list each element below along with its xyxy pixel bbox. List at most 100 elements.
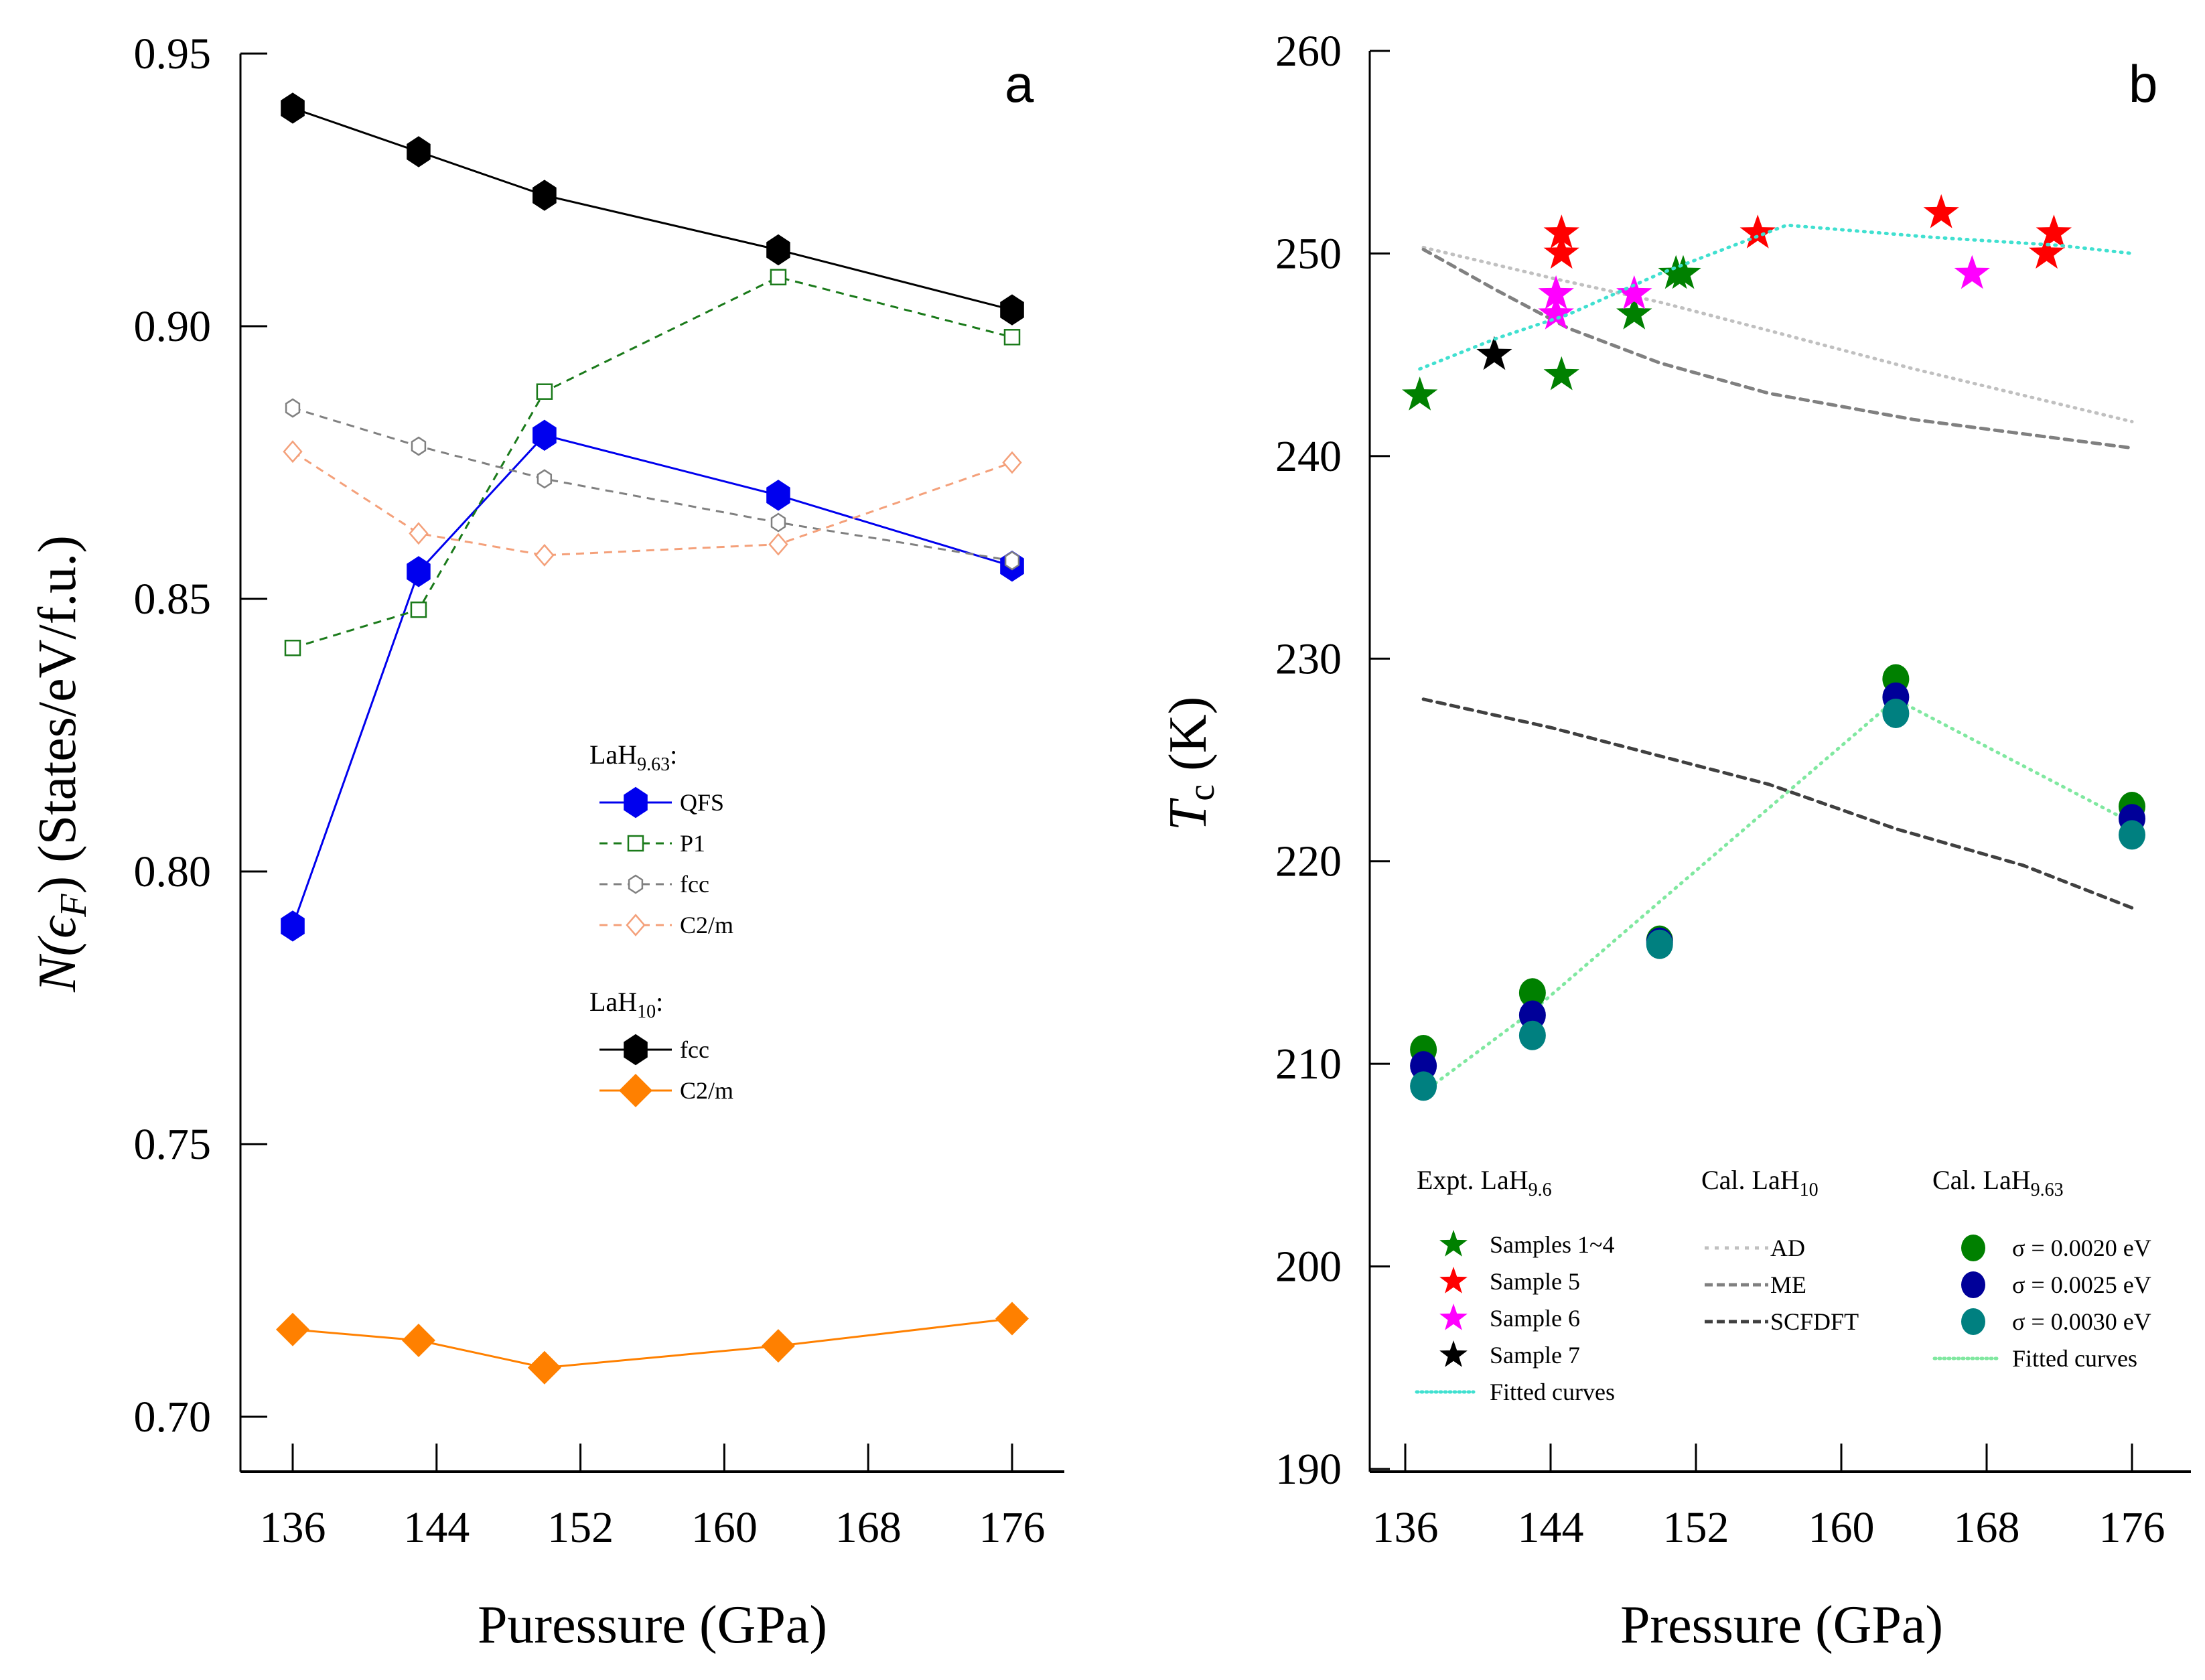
panel-b-expt-point-sample-5 (1543, 214, 1579, 249)
legend-heading-sub: 9.63 (637, 754, 670, 775)
panel-a-x-tick-label: 160 (691, 1503, 758, 1552)
panel-b-legend-item-expt-fitted-curves: Fitted curves (1415, 1379, 1615, 1405)
panel-b-expt-point-sample-6 (1538, 275, 1574, 309)
panel-a-lah9-63-qfs-point (532, 419, 557, 451)
panel-b-cal-point-0-0025-ev (1518, 1000, 1546, 1030)
panel-b-expt-point-sample-6 (1538, 295, 1574, 330)
panel-a-lah10-c2-m-point (401, 1324, 435, 1358)
panel-a-lah10-c2-m-point (276, 1312, 309, 1346)
panel-b-x-tick-label: 144 (1518, 1503, 1584, 1552)
panel-a-lah9-63-qfs-point (407, 556, 431, 587)
panel-b-expt-fitted-curve (1418, 223, 2134, 371)
panel-b-legend-item-cal-fitted-curves: Fitted curves (1932, 1345, 2137, 1372)
panel-b-x-ticks: 136 144 152 160 168 176 (1372, 1444, 2165, 1552)
panel-a-series-markers (276, 92, 1029, 1385)
panel-b-y-tick-label: 260 (1275, 27, 1342, 76)
panel-b-x-axis-title: Pressure (GPa) (1620, 1596, 1943, 1655)
panel-a-lah10-fcc-point (281, 92, 305, 124)
panel-a-legend-item-lah9-63-p1: P1 (599, 830, 705, 857)
panel-b-legend-heading-3: Cal. LaH9.63 (1932, 1165, 2064, 1200)
panel-a-lah9-63-fcc-point (285, 398, 301, 418)
legend-marker-swatch (626, 914, 646, 936)
panel-a-lah10-c2-m-point (995, 1302, 1029, 1336)
panel-b-y-axis-title-rest: (K) (1159, 697, 1218, 784)
panel-b-lah10-ad-curve (1421, 245, 2134, 423)
panel-a-y-tick-label: 0.90 (134, 302, 212, 351)
panel-b-cal-point-0-0030-ev (1518, 1020, 1546, 1050)
panel-b-letter: b (2129, 54, 2157, 113)
panel-a-legend-item-lah10-fcc: fcc (599, 1034, 709, 1066)
panel-b-y-tick-label: 210 (1275, 1040, 1342, 1089)
legend-marker-swatch (628, 874, 644, 894)
panel-b-y-axis-title-sub: c (1181, 784, 1222, 801)
panel-a-lah9-63-p1-point (1003, 329, 1021, 346)
panel-b-cal-point-0-0030-ev (1646, 929, 1673, 959)
panel-a-lah10-c2-m-line (292, 1318, 1013, 1369)
panel-a-lah9-63-qfs-line (291, 434, 1013, 926)
legend-heading-sub: 10 (637, 1001, 656, 1022)
panel-a-legend-item-lah9-63-qfs: QFS (599, 786, 724, 819)
panel-a-letter: a (1005, 54, 1034, 113)
panel-b-cal-point-0-0030-ev (1410, 1071, 1437, 1101)
panel-a-y-tick-label: 0.80 (134, 847, 212, 896)
panel-a-legend-item-lah10-c2-m: C2/m (599, 1074, 733, 1107)
panel-a-y-tick-label: 0.70 (134, 1393, 212, 1442)
panel-a-lah10-fcc-point (532, 180, 557, 211)
panel-a-series-lines (291, 107, 1013, 1369)
panel-b-x-tick-label: 136 (1372, 1503, 1439, 1552)
panel-b-legend-heading-1: Expt. LaH9.6 (1417, 1165, 1552, 1200)
panel-a-lah9-63-qfs-point (281, 910, 305, 942)
panel-b-legend-item-sample-5: Sample 5 (1439, 1267, 1580, 1295)
legend-star-swatch (1439, 1230, 1468, 1257)
legend-star-swatch (1439, 1267, 1468, 1293)
panel-b-markers (1402, 194, 2145, 1101)
panel-a-legend-heading: LaH9.63: (589, 740, 677, 775)
panel-a-x-axis-title: Puressure (GPa) (478, 1596, 827, 1655)
panel-a-x-tick-label: 168 (835, 1503, 902, 1552)
panel-a-lah10-fcc-point (1000, 294, 1024, 326)
panel-b-expt-point-samples-1-4 (1402, 376, 1438, 411)
panel-a-lah9-63-c2-m-point (768, 533, 788, 556)
panel-b-legend-item-ad: AD (1705, 1235, 1805, 1261)
legend-heading-main: LaH (589, 987, 637, 1017)
panel-b-y-tick-label: 190 (1275, 1445, 1342, 1494)
panel-a-x-tick-label: 152 (547, 1503, 614, 1552)
legend-label: QFS (680, 789, 724, 816)
panel-b-legend-item-sample-6: Sample 6 (1439, 1304, 1580, 1332)
panel-b-y-tick-label: 240 (1275, 432, 1342, 481)
panel-a-lah9-63-fcc-point (1004, 551, 1020, 571)
panel-b-y-tick-label: 250 (1275, 229, 1342, 278)
panel-b-expt-point-sample-5 (2028, 234, 2065, 269)
panel-a-lah10-c2-m-point (761, 1329, 795, 1363)
panel-a-lah10-fcc-point (407, 136, 431, 167)
panel-a-lah9-63-qfs-point (766, 480, 790, 511)
panel-b-cal-point-0-0030-ev (2119, 820, 2145, 850)
legend-heading-suffix: : (670, 740, 677, 770)
panel-b-x-tick-label: 176 (2099, 1503, 2165, 1552)
panel-a-legend-item-lah9-63-fcc: fcc (599, 871, 709, 898)
panel-b-curves (1421, 245, 2134, 1094)
panel-b-legend-item-0-0025-ev: σ = 0.0025 eV (1961, 1271, 2151, 1298)
legend-label: fcc (680, 871, 709, 898)
panel-a-lah9-63-fcc-point (537, 469, 553, 489)
legend-marker-swatch (624, 786, 648, 819)
panel-a-legend-heading: LaH10: (589, 987, 663, 1022)
legend-heading-suffix: : (656, 987, 663, 1017)
legend-heading-main: LaH (589, 740, 637, 770)
panel-b-expt-point-sample-5 (2036, 214, 2072, 249)
panel-a-lah9-63-c2-m-point (535, 543, 555, 567)
panel-a-x-tick-label: 136 (260, 1503, 326, 1552)
panel-b-y-ticks: 190 200 210 220 230 240 250 260 (1275, 27, 1390, 1494)
panel-b-lah10-scfdft-curve (1421, 697, 2134, 910)
panel-b-legend: Expt. LaH9.6 Cal. LaH10 Cal. LaH9.63 Sample… (1415, 1165, 2151, 1405)
panel-b-legend-heading-2: Cal. LaH10 (1701, 1165, 1819, 1200)
legend-label: Fitted curves (1490, 1379, 1615, 1405)
panel-b-cal-point-0-0025-ev (1410, 1051, 1437, 1081)
panel-b-cal-fitted-curve (1421, 697, 2134, 1094)
legend-marker-swatch (619, 1074, 652, 1107)
panel-b-cal-point-0-0020-ev (1518, 978, 1546, 1008)
panel-a-lah9-63-p1-point (770, 269, 787, 285)
legend-circle-swatch (1961, 1308, 1985, 1335)
panel-a-lah10-fcc-point (766, 234, 790, 266)
panel-b-y-tick-label: 200 (1275, 1243, 1342, 1291)
